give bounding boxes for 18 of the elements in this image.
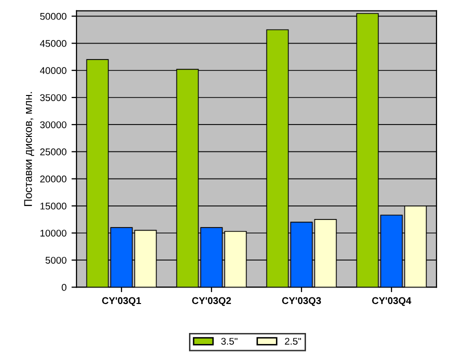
y-tick-label: 30000 (40, 121, 66, 128)
y-tick-label: 5000 (46, 256, 66, 264)
x-tick-label: CY'03Q4 (372, 297, 412, 306)
y-tick-label: 35000 (40, 94, 66, 102)
y-tick-label: 40000 (40, 67, 66, 74)
y-tick-label: 20000 (40, 176, 66, 182)
y-tick-label: 15000 (40, 202, 66, 210)
y-tick-label: 50000 (40, 12, 66, 20)
legend-label: 2.5" (284, 338, 301, 345)
x-tick-label: CY'03Q2 (192, 297, 231, 306)
y-axis-title: Поставки дисков, млн. (24, 92, 34, 206)
y-tick-label: 45000 (40, 40, 66, 47)
y-tick-label: 25000 (40, 148, 66, 156)
x-tick-label: CY'03Q3 (282, 297, 321, 306)
x-tick-label: CY'03Q1 (102, 297, 142, 306)
y-tick-label: 0 (62, 284, 66, 291)
y-tick-label: 10000 (40, 230, 66, 237)
legend-label: 3.5" (221, 338, 238, 345)
